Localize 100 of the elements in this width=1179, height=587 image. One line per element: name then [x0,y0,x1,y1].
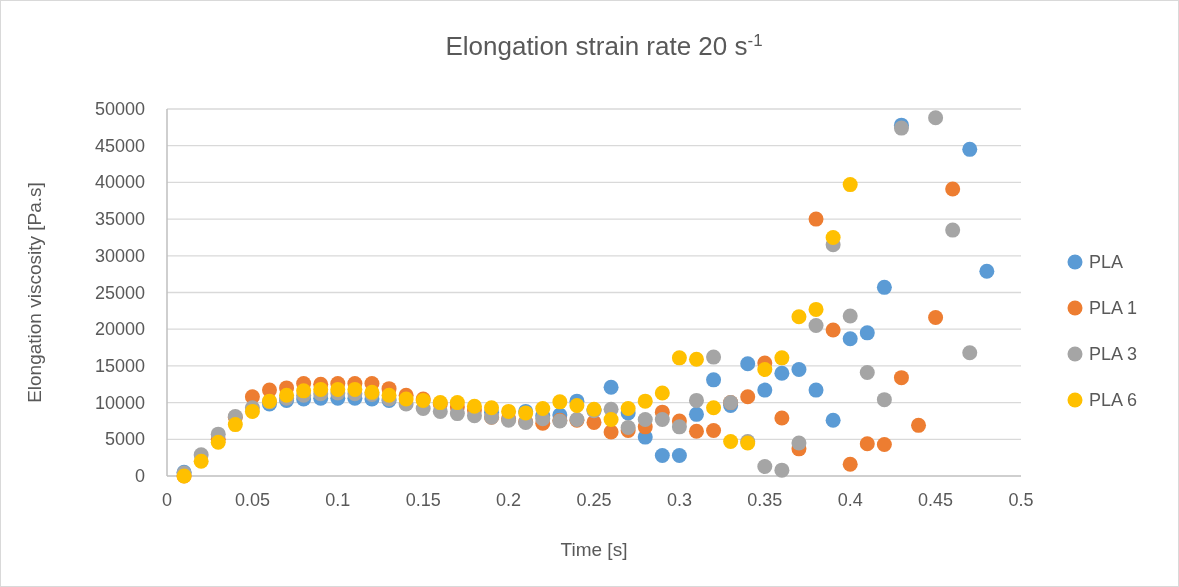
point [962,141,978,157]
point [603,411,619,427]
point [859,365,875,381]
point [637,411,653,427]
point [808,382,824,398]
point [979,263,995,279]
point [227,417,243,433]
point [552,394,568,410]
point [774,410,790,426]
point [381,387,397,403]
point [740,356,756,372]
point [688,423,704,439]
point [859,325,875,341]
point [398,391,414,407]
point [603,379,619,395]
legend-label: PLA 1 [1089,298,1138,318]
x-tick-label: 0.25 [576,490,612,510]
x-tick-label: 0.35 [747,490,783,510]
point [296,383,312,399]
point [808,301,824,317]
point [723,434,739,449]
point [791,309,807,325]
point [637,393,653,409]
point [688,406,704,422]
y-tick-label: 40000 [94,172,145,193]
y-tick-label: 15000 [94,355,145,376]
point [313,381,329,397]
point [825,412,841,428]
point [620,400,636,416]
point [911,417,927,433]
x-tick-label: 0.1 [325,490,351,510]
point [535,400,551,416]
point [569,398,585,414]
point [671,447,687,463]
point [347,381,363,397]
point [671,419,687,435]
point [876,436,892,452]
point [688,392,704,408]
point [706,372,722,388]
point [774,365,790,381]
x-tick-label: 0.2 [496,490,522,510]
point [842,308,858,324]
y-tick-label: 0 [134,466,145,486]
x-tick-label: 0 [161,490,173,510]
point [757,362,773,378]
y-tick-label: 45000 [94,135,145,156]
point [825,229,841,245]
x-axis-title: Time [s] [560,539,628,560]
point [791,362,807,378]
x-tick-label: 0.45 [918,490,954,510]
x-tick-label: 0.5 [1008,490,1034,510]
point [654,447,670,463]
legend-label: PLA 3 [1089,344,1138,364]
point [876,392,892,408]
point [193,453,209,469]
point [808,211,824,227]
chart-title: Elongation strain rate 20 s$^{-1}$ [445,30,763,61]
point [825,322,841,338]
point [928,309,944,325]
point [808,318,824,334]
point [876,279,892,295]
point [330,381,346,397]
point [449,395,465,411]
point [706,349,722,365]
point [757,458,773,474]
y-axis-title: Elongation viscosity [Pa.s] [24,182,45,403]
y-tick-label: 10000 [94,392,145,413]
y-tick-label: 20000 [94,319,145,340]
y-tick-label: 50000 [94,99,145,119]
point [842,331,858,347]
x-tick-label: 0.3 [666,490,692,510]
point [842,177,858,193]
y-tick-label: 5000 [104,429,145,450]
x-tick-label: 0.05 [234,490,270,510]
point [466,398,482,414]
point [774,350,790,366]
point [484,400,500,416]
point [501,403,517,419]
x-tick-label: 0.15 [405,490,441,510]
legend-label: PLA 6 [1089,390,1138,410]
point [654,411,670,427]
point [945,181,961,197]
y-tick-label: 30000 [94,245,145,266]
y-tick-label: 25000 [94,282,145,303]
point [962,345,978,361]
y-tick-label: 35000 [94,209,145,230]
point [706,422,722,438]
point [654,385,670,401]
point [842,456,858,472]
point [928,110,944,126]
x-tick-label: 0.4 [837,490,863,510]
point [893,370,909,386]
legend-label: PLA [1089,252,1124,272]
point [740,389,756,405]
point [688,351,704,367]
point [791,435,807,451]
point [859,436,875,452]
point [757,382,773,398]
point [774,462,790,478]
point [671,350,687,366]
